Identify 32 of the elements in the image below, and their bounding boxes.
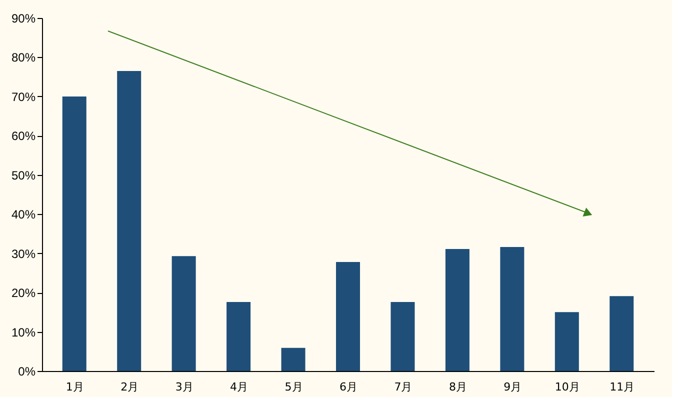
bar (172, 256, 196, 371)
bar (390, 302, 415, 371)
y-tick-label: 0% (18, 364, 36, 378)
x-tick-label: 3月 (175, 380, 194, 394)
y-tick-label: 20% (11, 286, 36, 300)
bar (445, 249, 470, 371)
y-tick-label: 50% (11, 168, 36, 182)
y-tick-label: 40% (11, 208, 36, 222)
x-tick-label: 5月 (284, 380, 303, 394)
bar (226, 302, 251, 371)
x-tick-label: 4月 (230, 380, 248, 394)
bar (610, 296, 634, 371)
x-tick-label: 9月 (504, 380, 522, 394)
x-tick-label: 11月 (610, 380, 635, 394)
y-tick-label: 10% (11, 325, 36, 340)
bar (500, 247, 524, 371)
y-tick-label: 90% (11, 12, 36, 26)
bar (336, 262, 360, 371)
x-tick-label: 2月 (120, 380, 139, 394)
bar (117, 70, 142, 371)
x-tick-label: 7月 (394, 380, 412, 394)
y-tick-label: 30% (11, 246, 36, 261)
bar (554, 312, 579, 371)
y-tick-label: 60% (11, 129, 36, 144)
x-tick-label: 10月 (554, 380, 580, 394)
bar (62, 96, 86, 371)
y-tick-label: 70% (11, 90, 36, 104)
bar (281, 348, 306, 371)
x-tick-label: 1月 (66, 380, 84, 394)
x-tick-label: 8月 (448, 380, 467, 394)
x-tick-label: 6月 (340, 380, 358, 394)
y-tick-label: 80% (11, 50, 36, 65)
